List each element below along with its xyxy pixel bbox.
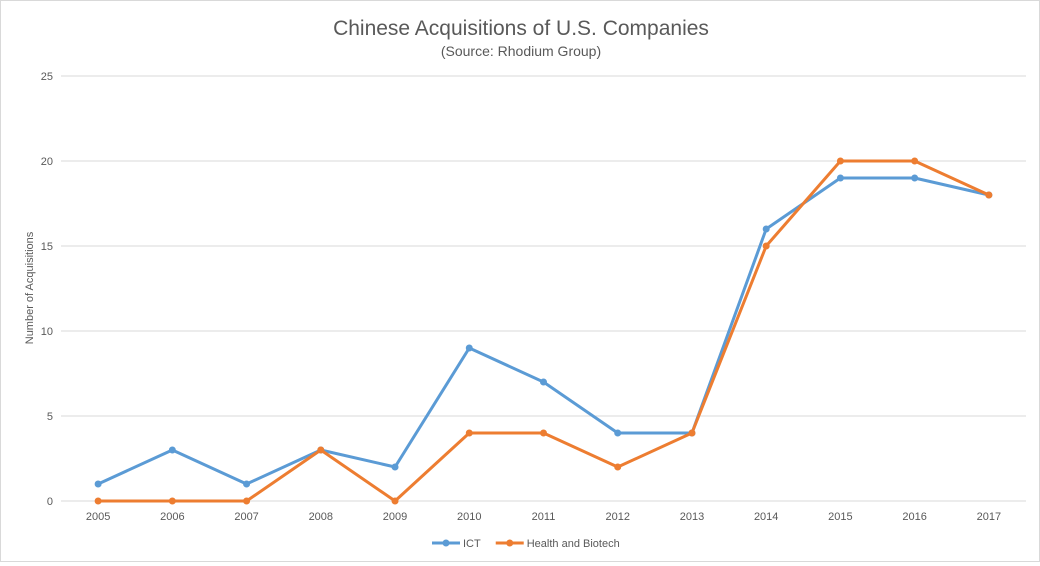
data-point [94,497,102,505]
x-tick-label: 2011 [532,511,556,523]
data-point [614,429,622,437]
y-tick-label: 5 [47,411,53,423]
y-tick-label: 0 [47,496,53,508]
x-tick-label: 2008 [309,511,333,523]
data-point [688,429,696,437]
legend-marker [442,539,450,547]
data-point [465,429,473,437]
data-point [540,378,547,386]
chart-title: Chinese Acquisitions of U.S. Companies [333,17,709,40]
data-point [465,344,473,352]
data-point [836,157,844,165]
y-tick-label: 15 [41,241,53,253]
x-tick-label: 2017 [977,511,1001,523]
data-point [762,242,770,250]
data-point [168,497,176,505]
y-tick-label: 25 [41,71,53,83]
data-point [836,174,844,182]
y-tick-label: 20 [41,156,53,168]
data-point [985,191,993,199]
data-point [911,157,919,165]
data-point [762,225,770,233]
data-point [614,463,622,471]
x-tick-label: 2015 [828,511,852,523]
data-point [94,480,102,488]
y-tick-label: 10 [41,326,53,338]
data-point [540,429,547,437]
x-tick-label: 2012 [605,511,629,523]
data-point [911,174,919,182]
x-tick-label: 2007 [234,511,258,523]
y-axis-label: Number of Acquisitions [24,231,36,344]
x-tick-label: 2009 [383,511,407,523]
data-point [168,446,176,454]
x-tick-label: 2006 [160,511,184,523]
data-point [317,446,325,454]
data-point [391,463,399,471]
x-tick-label: 2010 [457,511,481,523]
legend-label: ICT [463,538,481,550]
x-tick-label: 2016 [902,511,926,523]
x-tick-label: 2005 [86,511,110,523]
legend-marker [506,539,514,547]
legend-label: Health and Biotech [527,538,620,550]
data-point [243,480,251,488]
x-tick-label: 2014 [754,511,778,523]
data-point [391,497,399,505]
chart-subtitle: (Source: Rhodium Group) [441,43,601,59]
x-tick-label: 2013 [680,511,704,523]
data-point [243,497,251,505]
